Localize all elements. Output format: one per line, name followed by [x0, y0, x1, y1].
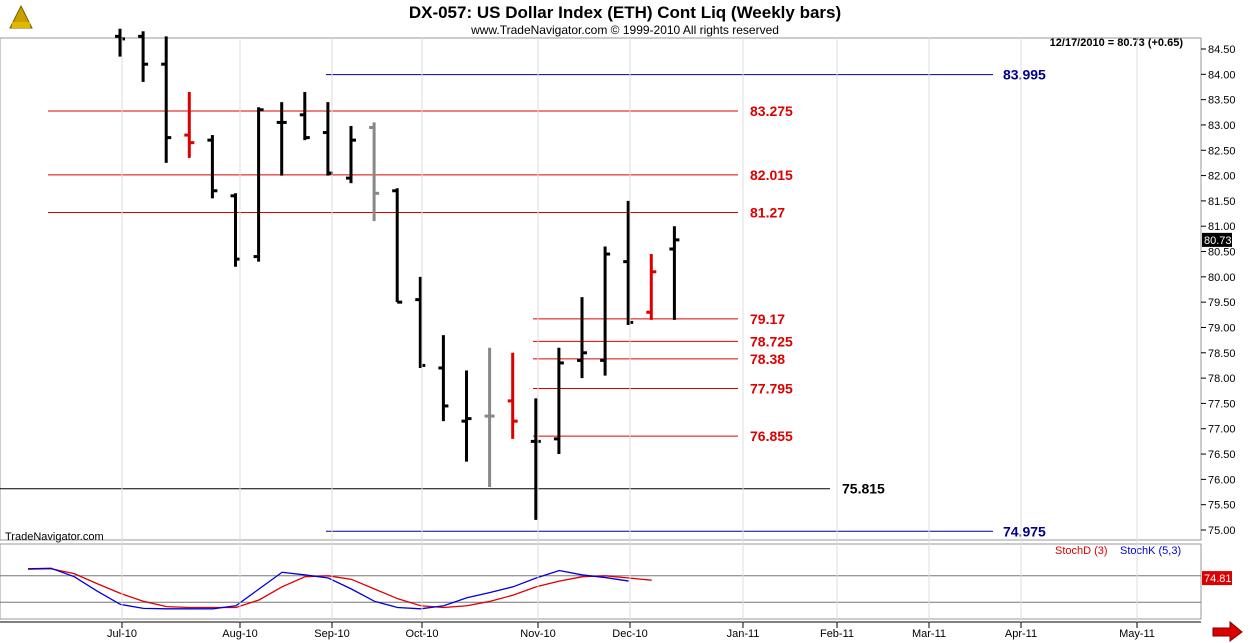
last-quote-text: 12/17/2010 = 80.73 (+0.65) [1050, 37, 1184, 49]
y-tick-label: 83.50 [1208, 95, 1236, 107]
y-tick-label: 79.00 [1208, 322, 1236, 334]
ohlc-bar [299, 92, 310, 141]
level-label: 83.275 [750, 103, 793, 119]
y-tick-label: 77.00 [1208, 424, 1236, 436]
ohlc-bar [461, 370, 472, 462]
ohlc-bar [115, 28, 125, 57]
ohlc-bar [346, 125, 356, 184]
y-tick-label: 78.50 [1208, 348, 1236, 360]
ohlc-bar [369, 122, 380, 222]
stoch-series-line [27, 567, 629, 610]
stoch-legend-k: StochK (5,3) [1120, 545, 1181, 557]
ohlc-bar [530, 398, 541, 520]
ohlc-bar [184, 92, 195, 158]
y-tick-label: 80.50 [1208, 247, 1236, 259]
x-tick-label: Feb-11 [820, 628, 854, 640]
ohlc-bar [253, 107, 264, 262]
y-tick-label: 81.00 [1208, 221, 1236, 233]
x-tick-label: Jul-10 [107, 628, 137, 640]
x-tick-label: May-11 [1119, 628, 1155, 640]
copyright-text: www.TradeNavigator.com © 1999-2010 All r… [470, 23, 779, 37]
y-tick-label: 84.50 [1208, 44, 1236, 56]
level-label: 83.995 [1003, 67, 1046, 83]
scroll-right-arrow-icon[interactable] [1212, 620, 1243, 642]
y-tick-label: 79.50 [1208, 297, 1236, 309]
price-levels: 83.995 83.275 82.015 81.27 79.17 78.725 78.38 7… [0, 67, 1046, 539]
y-tick-label: 80.00 [1208, 272, 1236, 284]
x-tick-label: Dec-10 [612, 628, 647, 640]
level-label: 82.015 [750, 167, 793, 183]
ohlc-bar [484, 347, 495, 487]
ohlc-bar [415, 276, 426, 368]
stochastic-panel: StochD (3) StochK (5,3) 74.81 [0, 545, 1232, 610]
level-label: 81.27 [750, 205, 785, 221]
last-price-tag-label: 80.73 [1204, 235, 1232, 247]
level-label: 79.17 [750, 311, 785, 327]
stoch-value-tag [1202, 571, 1232, 586]
y-tick-label: 81.50 [1208, 196, 1236, 208]
ohlc-bar [669, 226, 680, 320]
ohlc-bar [600, 246, 611, 376]
x-tick-label: Nov-10 [520, 628, 555, 640]
y-tick-label: 76.50 [1208, 449, 1236, 461]
stoch-value-tag-label: 74.81 [1204, 573, 1232, 585]
level-label: 78.725 [750, 333, 793, 349]
ohlc-bar [507, 352, 518, 439]
ohlc-bar [623, 200, 634, 325]
ohlc-bar [276, 102, 287, 176]
ohlc-bar [553, 347, 564, 455]
y-tick-label: 77.50 [1208, 398, 1236, 410]
x-tick-label: Sep-10 [314, 628, 349, 640]
x-tick-label: Mar-11 [912, 628, 946, 640]
stoch-legend-d: StochD (3) [1055, 545, 1108, 557]
price-axis: 84.50 84.00 83.50 83.00 82.50 82.00 81.50 81.00… [1201, 44, 1236, 537]
x-tick-label: Oct-10 [405, 628, 438, 640]
y-tick-label: 82.00 [1208, 171, 1236, 183]
level-label: 78.38 [750, 351, 785, 367]
chart-title: DX-057: US Dollar Index (ETH) Cont Liq (… [409, 3, 841, 22]
ohlc-bar [138, 31, 149, 82]
level-label: 75.815 [842, 481, 885, 497]
last-price-tag [1202, 232, 1232, 247]
logo-icon [8, 4, 34, 30]
y-tick-label: 82.50 [1208, 145, 1236, 157]
x-tick-label: Jan-11 [727, 628, 760, 640]
y-tick-label: 83.00 [1208, 120, 1236, 132]
stoch-panel-frame [0, 543, 1202, 620]
watermark-text: TradeNavigator.com [5, 531, 104, 543]
y-tick-label: 75.50 [1208, 500, 1236, 512]
y-tick-label: 75.00 [1208, 525, 1236, 537]
ohlc-bar [577, 297, 587, 379]
x-tick-label: Apr-11 [1005, 628, 1037, 640]
level-label: 76.855 [750, 428, 793, 444]
ohlc-bar [161, 36, 172, 163]
level-label: 77.795 [750, 380, 793, 396]
x-tick-label: Aug-10 [222, 628, 257, 640]
price-panel-frame [0, 37, 1202, 541]
stoch-series-line [27, 568, 652, 609]
price-bars [115, 28, 680, 520]
time-axis: Jul-10 Aug-10 Sep-10 Oct-10 Nov-10 Dec-10 Jan-… [0, 38, 1201, 640]
y-tick-label: 78.00 [1208, 373, 1236, 385]
y-tick-label: 84.00 [1208, 69, 1236, 81]
ohlc-bar [230, 193, 241, 267]
ohlc-bar [207, 135, 218, 199]
ohlc-bar [322, 102, 333, 176]
level-label: 74.975 [1003, 523, 1046, 539]
ohlc-bar [438, 335, 449, 422]
ohlc-bar [392, 188, 403, 304]
y-tick-label: 76.00 [1208, 474, 1236, 486]
ohlc-bar [646, 254, 657, 320]
